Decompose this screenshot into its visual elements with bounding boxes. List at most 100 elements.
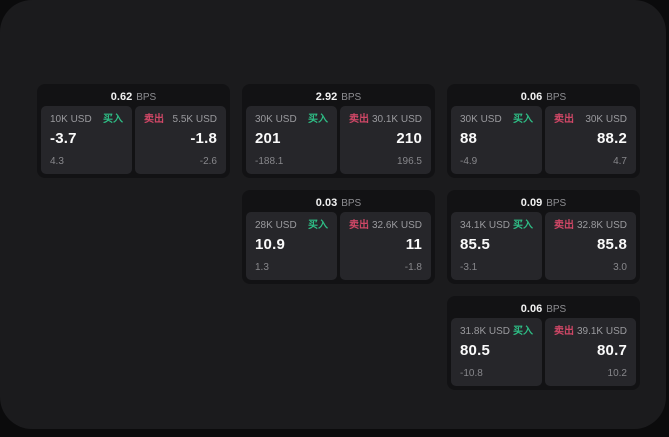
buy-amount: 31.8K USD — [460, 326, 511, 337]
sell-amount: 5.5K USD — [172, 114, 217, 125]
buy-price: 10.9 — [255, 236, 285, 253]
bps-header: 0.06 BPS — [451, 300, 636, 318]
bps-unit-label: BPS — [341, 197, 362, 209]
quotes-panel: 0.62 BPS 10K USD 买入 -3.7 4.3 卖出 5.5K USD… — [0, 0, 666, 429]
quote-card: 0.06 BPS 31.8K USD 买入 80.5 -10.8 卖出 39.1… — [447, 296, 640, 390]
buy-tile-header: 31.8K USD 买入 — [460, 325, 533, 338]
quote-tiles: 30K USD 买入 88 -4.9 卖出 30K USD 88.2 4.7 — [451, 106, 636, 174]
sell-sub-value: -2.6 — [199, 156, 217, 167]
sell-tile-header: 卖出 39.1K USD — [554, 325, 627, 338]
buy-tile[interactable]: 31.8K USD 买入 80.5 -10.8 — [451, 318, 542, 386]
sell-tile[interactable]: 卖出 32.8K USD 85.8 3.0 — [545, 212, 636, 280]
quote-tiles: 30K USD 买入 201 -188.1 卖出 30.1K USD 210 1… — [246, 106, 431, 174]
bps-header: 0.62 BPS — [41, 88, 226, 106]
buy-price: 88 — [460, 130, 478, 147]
bps-header: 0.06 BPS — [451, 88, 636, 106]
buy-tile-header: 30K USD 买入 — [460, 113, 533, 126]
buy-sub-value: 4.3 — [50, 156, 64, 167]
sell-price: 80.7 — [597, 342, 627, 359]
sell-tile-header: 卖出 32.6K USD — [349, 219, 422, 232]
buy-price: 201 — [255, 130, 281, 147]
bps-value: 0.06 — [520, 303, 543, 315]
bps-value: 0.03 — [315, 197, 338, 209]
buy-amount: 10K USD — [50, 114, 92, 125]
bps-value: 0.62 — [110, 91, 133, 103]
sell-amount: 30K USD — [585, 114, 627, 125]
buy-sub-value: -10.8 — [460, 368, 483, 379]
buy-tile[interactable]: 10K USD 买入 -3.7 4.3 — [41, 106, 132, 174]
quote-tiles: 31.8K USD 买入 80.5 -10.8 卖出 39.1K USD 80.… — [451, 318, 636, 386]
buy-tile[interactable]: 28K USD 买入 10.9 1.3 — [246, 212, 337, 280]
buy-tile-header: 28K USD 买入 — [255, 219, 328, 232]
buy-sub-value: -188.1 — [255, 156, 284, 167]
sell-side-label: 卖出 — [554, 326, 574, 337]
buy-sub-value: -3.1 — [460, 262, 478, 273]
quote-card: 0.62 BPS 10K USD 买入 -3.7 4.3 卖出 5.5K USD… — [37, 84, 230, 178]
sell-tile-header: 卖出 30K USD — [554, 113, 627, 126]
quote-tiles: 34.1K USD 买入 85.5 -3.1 卖出 32.8K USD 85.8… — [451, 212, 636, 280]
buy-sub-value: -4.9 — [460, 156, 478, 167]
bps-unit-label: BPS — [136, 91, 157, 103]
quote-tiles: 10K USD 买入 -3.7 4.3 卖出 5.5K USD -1.8 -2.… — [41, 106, 226, 174]
sell-tile-header: 卖出 30.1K USD — [349, 113, 422, 126]
quote-card: 0.03 BPS 28K USD 买入 10.9 1.3 卖出 32.6K US… — [242, 190, 435, 284]
buy-side-label: 买入 — [308, 220, 328, 231]
bps-header: 2.92 BPS — [246, 88, 431, 106]
buy-side-label: 买入 — [103, 114, 123, 125]
sell-side-label: 卖出 — [554, 220, 574, 231]
sell-amount: 39.1K USD — [576, 326, 627, 337]
bps-unit-label: BPS — [546, 91, 567, 103]
buy-tile[interactable]: 34.1K USD 买入 85.5 -3.1 — [451, 212, 542, 280]
sell-sub-value: -1.8 — [404, 262, 422, 273]
sell-side-label: 卖出 — [349, 114, 369, 125]
buy-amount: 28K USD — [255, 220, 297, 231]
sell-price: 11 — [405, 236, 422, 253]
buy-tile-header: 34.1K USD 买入 — [460, 219, 533, 232]
bps-value: 0.09 — [520, 197, 543, 209]
sell-side-label: 卖出 — [554, 114, 574, 125]
quote-card: 2.92 BPS 30K USD 买入 201 -188.1 卖出 30.1K … — [242, 84, 435, 178]
quote-card: 0.09 BPS 34.1K USD 买入 85.5 -3.1 卖出 32.8K… — [447, 190, 640, 284]
sell-amount: 32.6K USD — [371, 220, 422, 231]
bps-unit-label: BPS — [546, 197, 567, 209]
sell-tile[interactable]: 卖出 30.1K USD 210 196.5 — [340, 106, 431, 174]
buy-amount: 30K USD — [255, 114, 297, 125]
sell-tile[interactable]: 卖出 32.6K USD 11 -1.8 — [340, 212, 431, 280]
buy-side-label: 买入 — [308, 114, 328, 125]
bps-header: 0.09 BPS — [451, 194, 636, 212]
sell-side-label: 卖出 — [144, 114, 164, 125]
bps-value: 2.92 — [315, 91, 338, 103]
buy-price: 85.5 — [460, 236, 490, 253]
sell-tile-header: 卖出 32.8K USD — [554, 219, 627, 232]
sell-sub-value: 10.2 — [607, 368, 627, 379]
buy-side-label: 买入 — [513, 114, 533, 125]
sell-tile[interactable]: 卖出 39.1K USD 80.7 10.2 — [545, 318, 636, 386]
buy-tile-header: 10K USD 买入 — [50, 113, 123, 126]
sell-sub-value: 3.0 — [613, 262, 627, 273]
sell-side-label: 卖出 — [349, 220, 369, 231]
sell-price: 88.2 — [597, 130, 627, 147]
buy-tile[interactable]: 30K USD 买入 88 -4.9 — [451, 106, 542, 174]
bps-value: 0.06 — [520, 91, 543, 103]
sell-amount: 32.8K USD — [576, 220, 627, 231]
buy-side-label: 买入 — [513, 220, 533, 231]
buy-side-label: 买入 — [513, 326, 533, 337]
sell-amount: 30.1K USD — [371, 114, 422, 125]
buy-amount: 34.1K USD — [460, 220, 511, 231]
sell-price: 85.8 — [597, 236, 627, 253]
sell-tile[interactable]: 卖出 5.5K USD -1.8 -2.6 — [135, 106, 226, 174]
bps-header: 0.03 BPS — [246, 194, 431, 212]
buy-price: 80.5 — [460, 342, 490, 359]
sell-price: -1.8 — [190, 130, 217, 147]
buy-tile-header: 30K USD 买入 — [255, 113, 328, 126]
sell-price: 210 — [396, 130, 422, 147]
quote-card: 0.06 BPS 30K USD 买入 88 -4.9 卖出 30K USD 8… — [447, 84, 640, 178]
buy-tile[interactable]: 30K USD 买入 201 -188.1 — [246, 106, 337, 174]
buy-amount: 30K USD — [460, 114, 502, 125]
sell-tile[interactable]: 卖出 30K USD 88.2 4.7 — [545, 106, 636, 174]
sell-sub-value: 4.7 — [613, 156, 627, 167]
bps-unit-label: BPS — [341, 91, 362, 103]
sell-tile-header: 卖出 5.5K USD — [144, 113, 217, 126]
bps-unit-label: BPS — [546, 303, 567, 315]
buy-sub-value: 1.3 — [255, 262, 269, 273]
